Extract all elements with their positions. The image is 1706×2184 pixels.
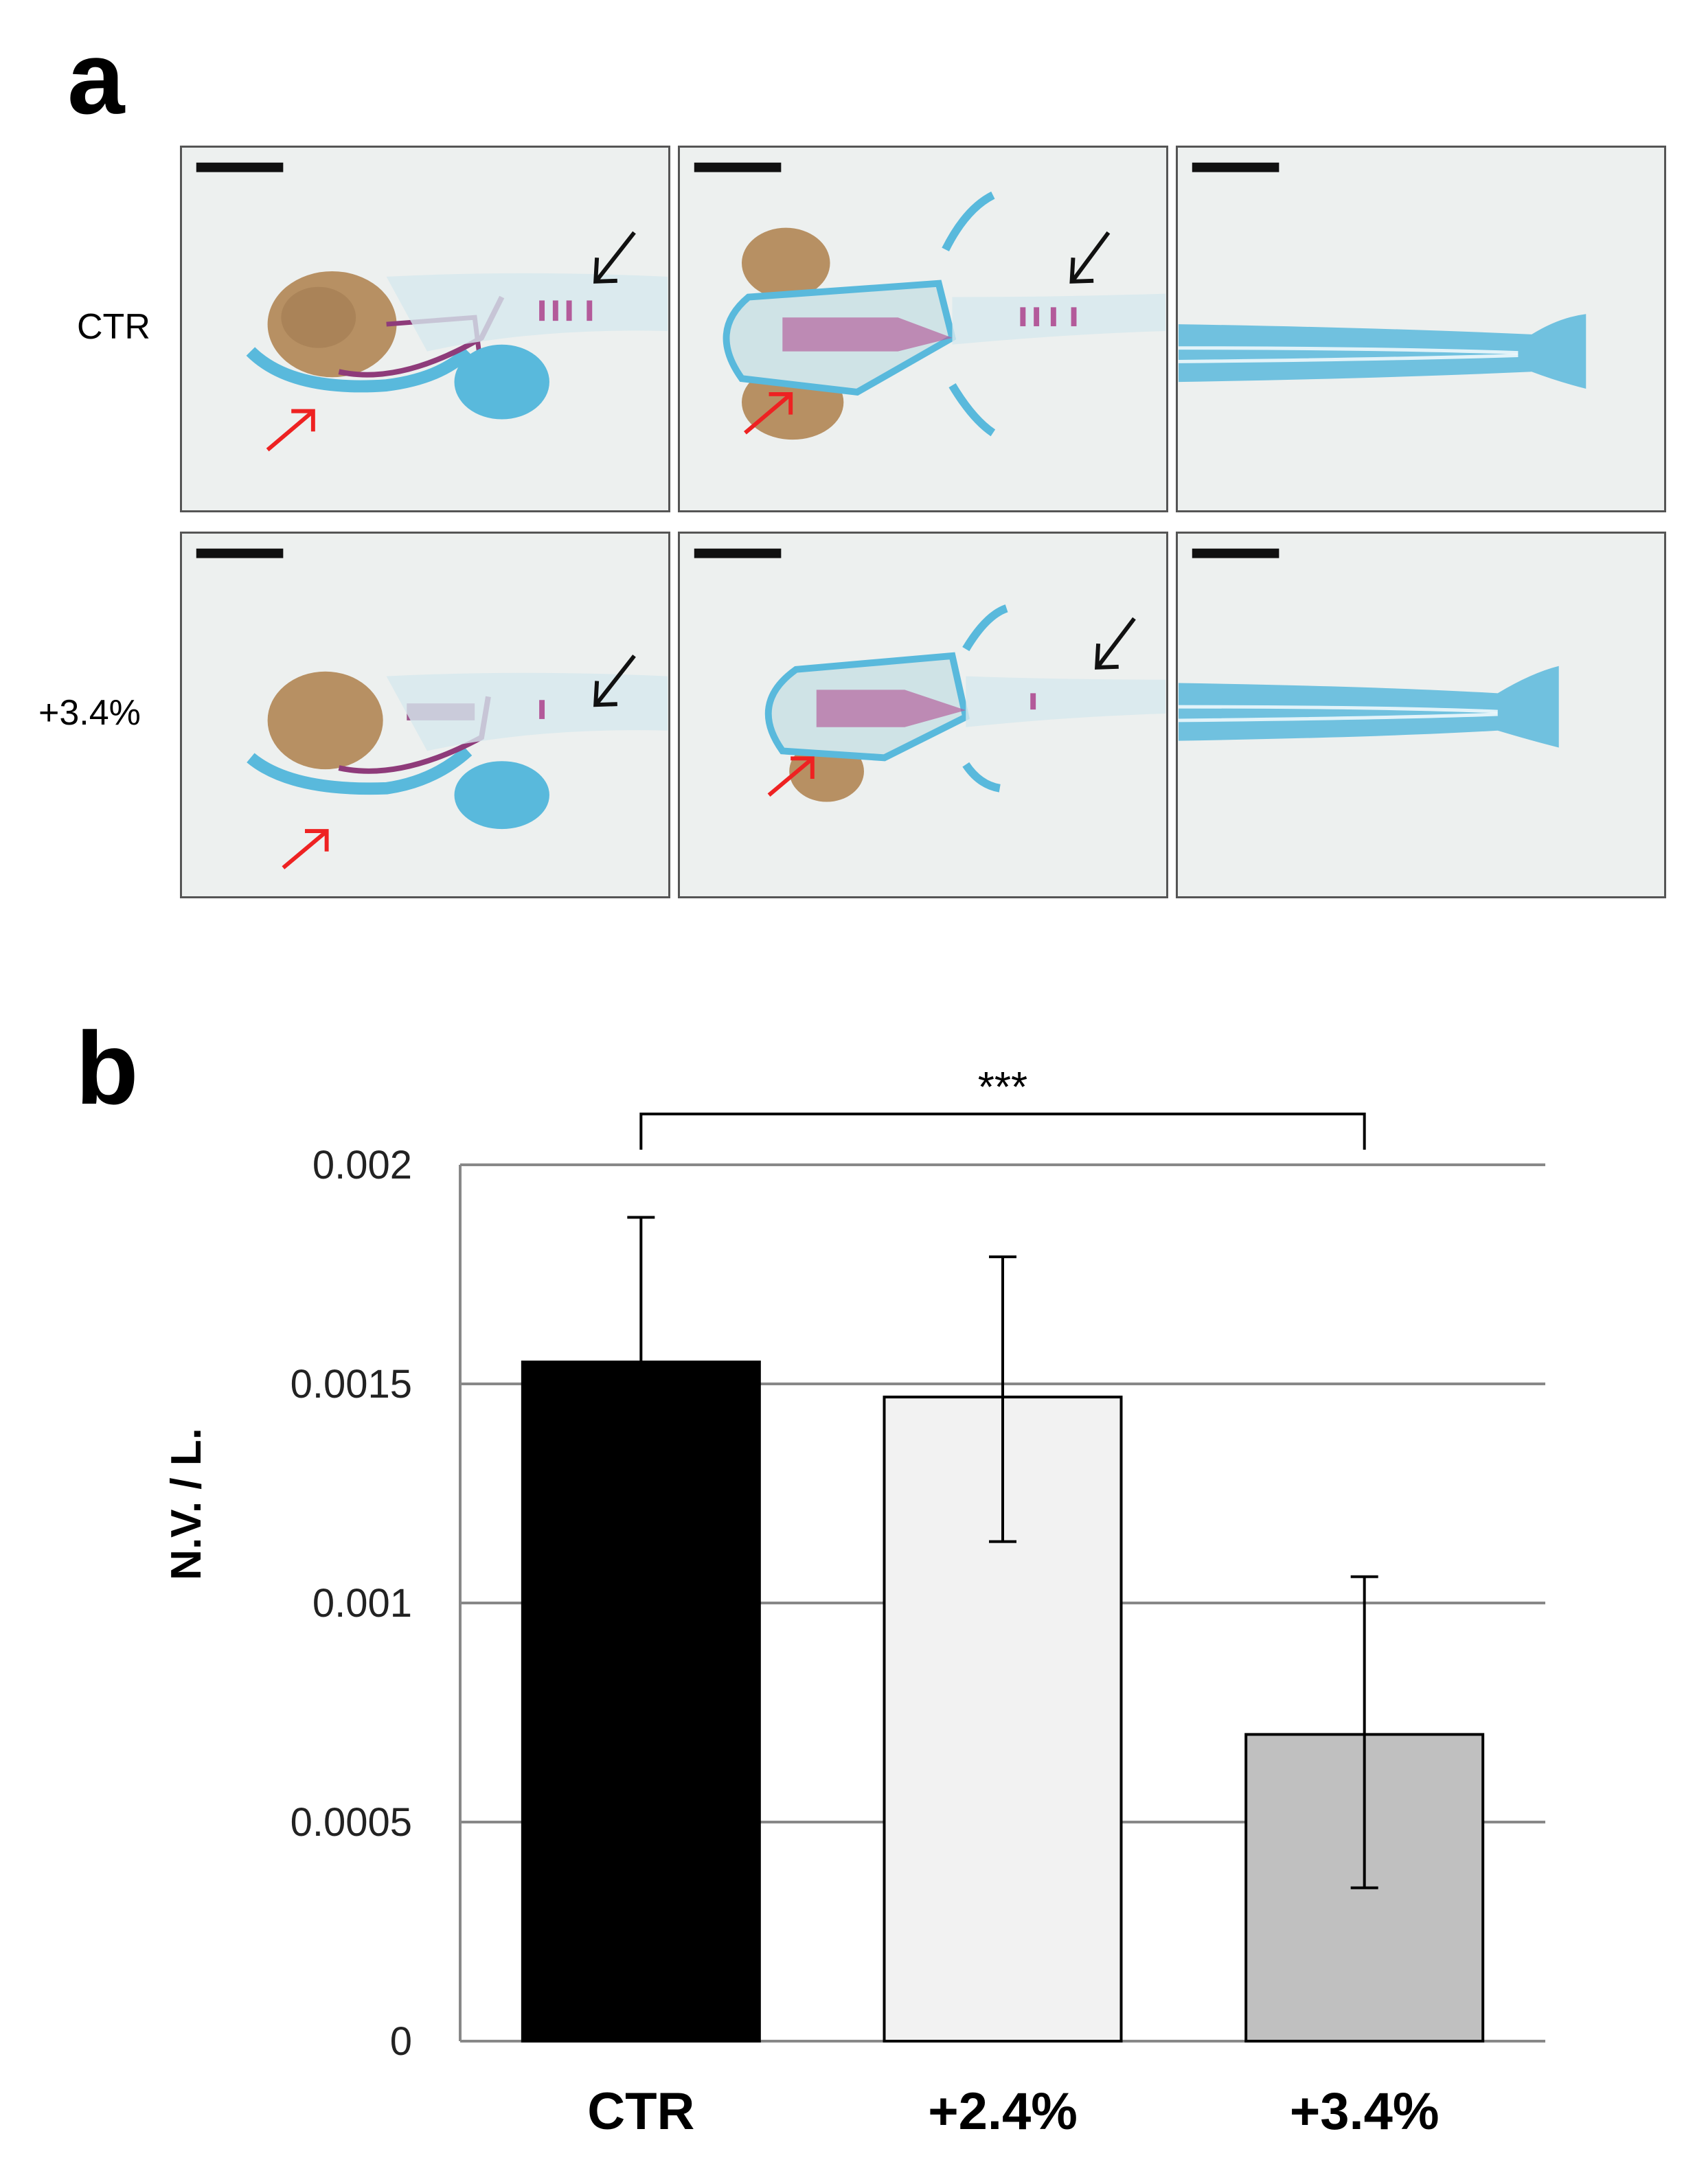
- photo-3-4-lateral: [180, 532, 670, 898]
- black-arrow: [593, 655, 636, 707]
- red-arrow: [767, 756, 815, 797]
- row-label-ctr: CTR: [77, 307, 150, 347]
- x-tick-label: +3.4%: [1290, 2082, 1440, 2141]
- y-tick-label: 0.0015: [291, 1362, 412, 1407]
- scale-bar: [1192, 548, 1280, 558]
- x-tick-label: +2.4%: [928, 2082, 1078, 2141]
- panel-a-letter: a: [67, 20, 125, 135]
- black-arrow: [593, 231, 636, 284]
- black-arrow: [1094, 617, 1136, 670]
- bar-chart: 0 0.0005 0.001 0.0015 0.002 CTR +2.4% +3.4% N.V.…: [163, 1064, 1545, 2141]
- red-arrow: [266, 409, 315, 452]
- row-label-3-4: +3.4%: [38, 693, 141, 733]
- scale-bar: [694, 162, 782, 172]
- scale-bar: [196, 162, 284, 172]
- photo-3-4-tail: [1176, 532, 1666, 898]
- x-tick-label: CTR: [587, 2082, 694, 2141]
- y-tick-label: 0.002: [312, 1143, 412, 1187]
- significance-label: ***: [978, 1064, 1027, 1111]
- label-layer: 0 0.0005 0.001 0.0015 0.002 CTR +2.4% +3.4% N.V.…: [163, 1064, 1439, 2141]
- y-tick-label: 0.0005: [291, 1800, 412, 1845]
- photo-3-4-ventral: [678, 532, 1168, 898]
- y-axis-title: N.V. / L.: [163, 1428, 210, 1580]
- scale-bar: [1192, 162, 1280, 172]
- significance-bracket: [639, 1113, 1366, 1150]
- red-arrow: [282, 829, 329, 869]
- photo-ctr-lateral: [180, 146, 670, 512]
- panel-b-letter: b: [76, 1010, 139, 1126]
- scale-bar: [694, 548, 782, 558]
- black-arrow: [1069, 231, 1111, 284]
- error-bar-layer: [627, 1216, 1378, 1889]
- y-tick-label: 0.001: [312, 1581, 412, 1626]
- y-tick-label: 0: [390, 2019, 412, 2064]
- scale-bar: [196, 548, 284, 558]
- red-arrow: [744, 391, 793, 435]
- photo-ctr-ventral: [678, 146, 1168, 512]
- photo-ctr-tail: [1176, 146, 1666, 512]
